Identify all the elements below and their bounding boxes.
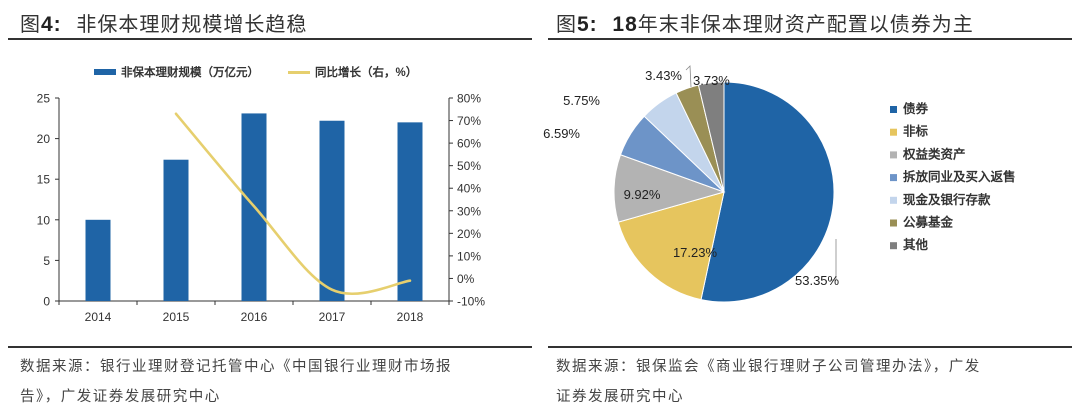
x-tick-label: 2017 xyxy=(319,310,346,324)
bar-2017 xyxy=(319,120,345,302)
source-line-2: 告》，广发证券发展研究中心 xyxy=(20,389,221,405)
y-tick-label-right: 80% xyxy=(457,92,481,106)
bar-2018 xyxy=(397,122,423,301)
x-tick-label: 2014 xyxy=(85,310,112,324)
y-tick-label-right: 30% xyxy=(457,204,481,218)
legend-swatch-4 xyxy=(890,196,897,204)
legend-swatch-5 xyxy=(890,219,897,227)
figure-5-title: 图5: 18年末非保本理财资产配置以债券为主 xyxy=(556,8,974,37)
pie-label-0: 53.35% xyxy=(795,273,840,288)
bar-2014 xyxy=(85,219,111,301)
legend-swatch-2 xyxy=(890,151,897,159)
figure-5-title-text: 年末非保本理财资产配置以债券为主 xyxy=(637,12,974,36)
figure-4-number: 4: xyxy=(41,13,62,36)
y-tick-label-left: 25 xyxy=(37,92,51,106)
pie-label-2: 9.92% xyxy=(624,187,661,202)
y-tick-label-right: 40% xyxy=(457,182,481,196)
legend-label-5: 公募基金 xyxy=(903,215,954,230)
y-tick-label-left: 5 xyxy=(43,254,50,268)
y-tick-label-left: 20 xyxy=(37,132,51,146)
bar-line-chart: 非保本理财规模（万亿元） 同比增长（右，%） 0 5 10 15 20 25 -10% 0% 10… xyxy=(37,65,486,325)
legend-label-line: 同比增长（右，%） xyxy=(315,65,417,79)
figure-5-number: 5: xyxy=(577,13,598,36)
x-tick-label: 2015 xyxy=(163,310,190,324)
source-divider xyxy=(8,346,532,348)
pie-chart: 53.35% 17.23% 9.92% 6.59% 5.75% 3.43% 3.73% 债券… xyxy=(543,65,1016,303)
y-tick-label-left: 10 xyxy=(37,213,51,227)
legend-swatch-bar xyxy=(94,69,116,75)
title-divider xyxy=(548,38,1072,40)
legend-swatch-6 xyxy=(890,242,897,250)
pie-label-4: 5.75% xyxy=(563,93,600,108)
title-divider xyxy=(8,38,532,40)
y-tick-label-right: 20% xyxy=(457,227,481,241)
source-line-2: 证券发展研究中心 xyxy=(556,389,684,405)
legend-label-1: 非标 xyxy=(903,124,929,139)
legend-swatch-3 xyxy=(890,174,897,182)
legend-swatch-line xyxy=(288,71,310,74)
y-tick-label-left: 15 xyxy=(37,173,51,187)
pie-slice-0 xyxy=(700,81,835,303)
legend-label-bar: 非保本理财规模（万亿元） xyxy=(121,65,259,79)
y-tick-label-right: 0% xyxy=(457,272,475,286)
chart-axes: 0 5 10 15 20 25 -10% 0% 10% 20% 30% 40% 50% 60% 70% 80%… xyxy=(37,92,486,325)
legend-label-4: 现金及银行存款 xyxy=(903,192,991,207)
figure-5-year: 18 xyxy=(612,13,638,36)
y-tick-label-right: 70% xyxy=(457,114,481,128)
figure-4-title: 图4: 非保本理财规模增长趋稳 xyxy=(20,8,307,37)
pie-label-5: 3.43% xyxy=(645,68,682,83)
y-tick-label-right: -10% xyxy=(457,295,485,309)
figure-4-title-prefix: 图 xyxy=(20,12,41,36)
y-tick-label-left: 0 xyxy=(43,295,50,309)
y-tick-label-right: 50% xyxy=(457,159,481,173)
legend-label-0: 债券 xyxy=(903,101,929,116)
pie-slice-1 xyxy=(617,191,725,301)
pie-label-3: 6.59% xyxy=(543,126,580,141)
figure-4-panel: 图4: 非保本理财规模增长趋稳 非保本理财规模（万亿元） 同比增长（右，%） 0 5… xyxy=(8,8,532,412)
leader-line-bonds xyxy=(830,239,837,281)
legend-swatch-1 xyxy=(890,128,897,136)
pie-labels: 53.35% 17.23% 9.92% 6.59% 5.75% 3.43% 3.73% xyxy=(543,65,840,288)
y-tick-label-right: 60% xyxy=(457,137,481,151)
pie-slice-6 xyxy=(697,81,725,193)
chart-legend: 非保本理财规模（万亿元） 同比增长（右，%） xyxy=(94,65,417,79)
x-tick-label: 2016 xyxy=(241,310,268,324)
pie-label-6: 3.73% xyxy=(693,73,730,88)
figure-4-source: 数据来源：银行业理财登记托管中心《中国银行业理财市场报 告》，广发证券发展研究中… xyxy=(20,352,520,412)
leader-line-fund xyxy=(685,65,692,88)
legend-swatch-0 xyxy=(890,106,897,113)
source-line-1: 数据来源：银行业理财登记托管中心《中国银行业理财市场报 xyxy=(20,359,452,375)
pie-slices xyxy=(613,81,835,303)
legend-label-3: 拆放同业及买入返售 xyxy=(903,169,1016,184)
figure-4-title-text: 非保本理财规模增长趋稳 xyxy=(76,12,308,36)
source-line-1: 数据来源：银保监会《商业银行理财子公司管理办法》，广发 xyxy=(556,359,981,375)
legend-label-2: 权益类资产 xyxy=(902,146,966,161)
figure-5-panel: 图5: 18年末非保本理财资产配置以债券为主 53.35% 17.23% 9.92%… xyxy=(540,0,1080,414)
growth-line xyxy=(174,112,412,295)
bar-series xyxy=(85,113,423,302)
bar-2015 xyxy=(163,159,189,301)
figure-5-title-prefix: 图 xyxy=(556,12,577,36)
line-series xyxy=(174,112,412,295)
figure-5-source: 数据来源：银保监会《商业银行理财子公司管理办法》，广发 证券发展研究中心 xyxy=(556,352,1056,412)
x-tick-label: 2018 xyxy=(397,310,424,324)
y-tick-label-right: 10% xyxy=(457,249,481,263)
source-divider xyxy=(548,346,1072,348)
legend-label-6: 其他 xyxy=(903,237,929,252)
pie-label-1: 17.23% xyxy=(673,245,718,260)
